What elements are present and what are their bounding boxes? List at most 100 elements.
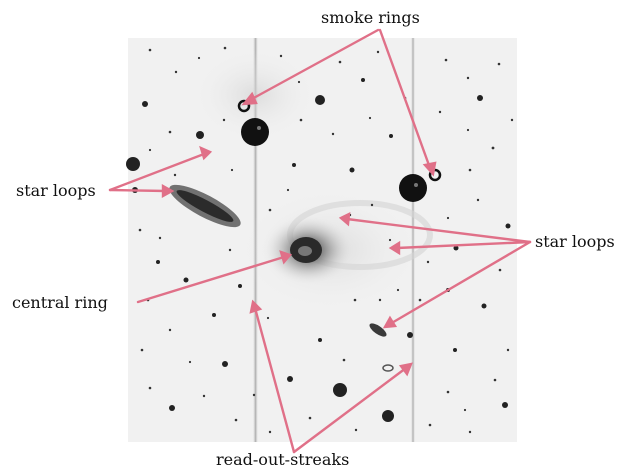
faint-star	[266, 316, 270, 320]
faint-star	[174, 70, 178, 74]
faint-star	[279, 54, 283, 58]
faint-star	[493, 378, 497, 382]
faint-star	[168, 130, 172, 134]
faint-star	[353, 298, 357, 302]
faint-star	[354, 428, 358, 432]
faint-star	[396, 288, 400, 292]
faint-star-field	[138, 46, 514, 434]
arrow-central-ring	[136, 255, 286, 304]
medium-star	[389, 134, 393, 138]
medium-star	[382, 410, 394, 422]
arrowhead	[199, 145, 213, 161]
faint-star	[428, 423, 432, 427]
edge-star-left	[126, 157, 140, 171]
bright-star-2-glint	[414, 183, 418, 187]
faint-star	[418, 298, 422, 302]
medium-star	[505, 223, 511, 229]
arrow-readout-streaks-1	[253, 306, 296, 454]
faint-star	[148, 48, 152, 52]
faint-star	[230, 168, 234, 172]
arrow-readout-streaks-2	[292, 366, 408, 454]
faint-star	[148, 386, 152, 390]
medium-star	[361, 78, 365, 82]
smoke-ring-1	[237, 99, 251, 113]
faint-star	[173, 173, 177, 177]
faint-star	[140, 348, 144, 352]
arrow-star-loops-left-1	[108, 152, 206, 192]
medium-star	[407, 332, 413, 338]
faint-star	[252, 393, 256, 397]
faint-star	[444, 58, 448, 62]
medium-star	[477, 95, 483, 101]
faint-star	[498, 268, 502, 272]
faint-star	[308, 416, 312, 420]
faint-star	[138, 228, 142, 232]
arrow-smoke-rings-2	[378, 28, 432, 170]
medium-star	[196, 131, 204, 139]
faint-star	[506, 348, 510, 352]
medium-star	[169, 405, 175, 411]
faint-star	[297, 80, 301, 84]
faint-star	[268, 430, 272, 434]
faint-star	[491, 146, 495, 150]
faint-star	[468, 168, 472, 172]
medium-star	[142, 101, 148, 107]
star-loops-right-label: star loops	[535, 232, 615, 251]
medium-star	[318, 338, 322, 342]
medium-star	[183, 277, 189, 283]
arrowhead	[388, 240, 401, 256]
medium-star	[453, 348, 457, 352]
arrowhead	[249, 299, 263, 314]
outer-halo	[195, 50, 315, 140]
faint-star	[299, 118, 303, 122]
faint-star	[368, 116, 372, 120]
small-galaxy-bottom	[382, 364, 394, 372]
read-out-streaks-label: read-out-streaks	[216, 450, 350, 469]
faint-star	[463, 408, 467, 412]
medium-star	[453, 245, 459, 251]
faint-star	[378, 298, 382, 302]
bright-star-2	[399, 174, 427, 202]
faint-star	[222, 118, 226, 122]
faint-star	[438, 110, 442, 114]
faint-star	[446, 390, 450, 394]
faint-star	[286, 188, 290, 192]
central-ring-inner	[298, 246, 312, 256]
medium-star	[502, 402, 508, 408]
faint-star	[338, 60, 342, 64]
central-ring-label: central ring	[12, 293, 108, 312]
arrow-star-loops-left-2	[108, 188, 168, 193]
faint-star	[466, 128, 470, 132]
bright-star-1-glint	[257, 126, 261, 130]
small-galaxy	[369, 323, 387, 337]
faint-star	[168, 328, 172, 332]
medium-star	[287, 376, 293, 382]
medium-star	[315, 95, 325, 105]
medium-star	[222, 361, 228, 367]
arrow-smoke-rings-1	[248, 28, 380, 102]
medium-star	[349, 167, 355, 173]
faint-star	[446, 216, 450, 220]
arrowhead	[422, 161, 437, 177]
smoke-rings-label: smoke rings	[321, 8, 420, 27]
arrowhead	[338, 211, 351, 227]
faint-star	[476, 198, 480, 202]
faint-star	[228, 248, 232, 252]
medium-star	[333, 383, 347, 397]
faint-star	[376, 50, 380, 54]
arrowhead	[241, 91, 258, 106]
faint-star	[158, 236, 162, 240]
faint-star	[510, 118, 514, 122]
annotation-arrows	[108, 28, 532, 454]
faint-star	[426, 260, 430, 264]
medium-star	[292, 163, 296, 167]
arrowhead	[279, 250, 293, 265]
faint-star	[468, 430, 472, 434]
faint-star	[188, 360, 192, 364]
medium-star	[156, 260, 160, 264]
medium-star	[481, 303, 487, 309]
medium-star	[238, 284, 242, 288]
faint-star	[148, 148, 152, 152]
